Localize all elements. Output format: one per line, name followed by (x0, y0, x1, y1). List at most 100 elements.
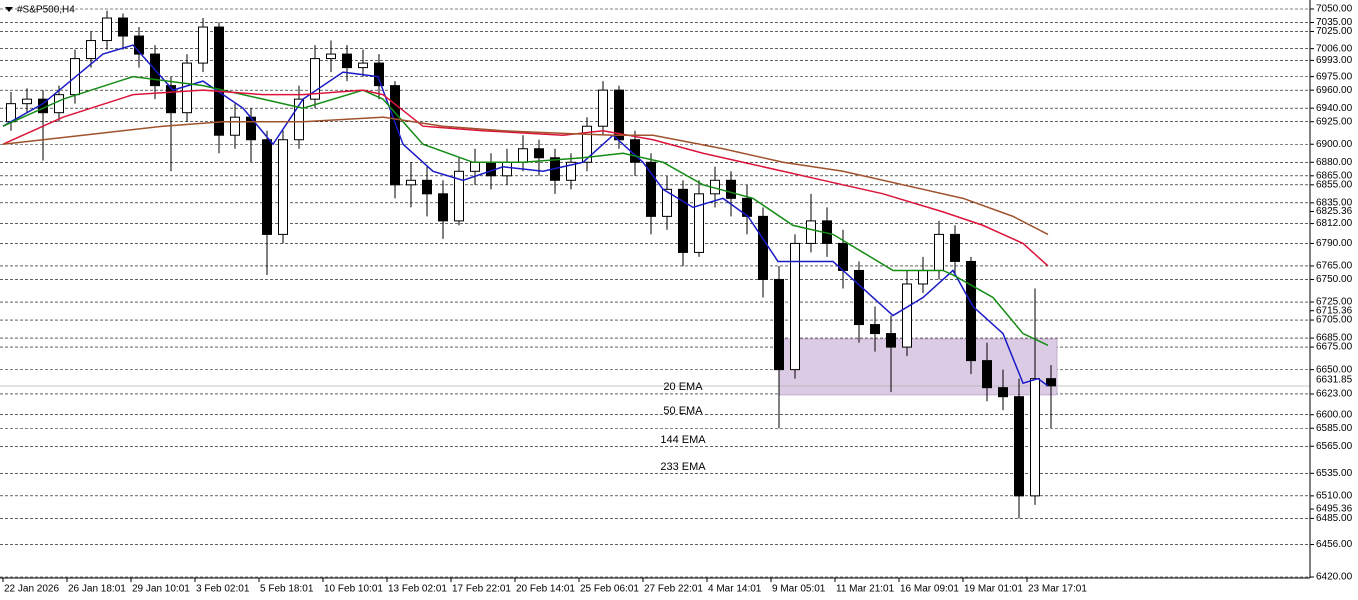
candle-body (678, 188, 688, 253)
y-tick-label: 6855.00 (1316, 179, 1353, 190)
candle-body (790, 242, 800, 371)
x-tick-label: 19 Mar 01:01 (964, 584, 1023, 595)
y-tick-label: 6565.00 (1316, 441, 1353, 452)
x-tick-label: 23 Mar 17:01 (1028, 584, 1087, 595)
y-tick-label: 6495.36 (1316, 504, 1353, 515)
x-tick-label: 17 Feb 22:01 (452, 584, 511, 595)
candle-body (502, 161, 512, 177)
candle-body (22, 98, 32, 105)
x-tick-label: 4 Mar 14:01 (708, 584, 762, 595)
ema-labels: 20 EMA 50 EMA 144 EMA 233 EMA (660, 381, 706, 473)
legend-label: 50 EMA (663, 405, 703, 417)
legend-label: 233 EMA (660, 461, 706, 473)
legend-label: 20 EMA (663, 381, 703, 393)
price-zone (778, 338, 1058, 396)
y-tick-label: 6865.00 (1316, 170, 1353, 181)
y-tick-label: 6623.00 (1316, 389, 1353, 400)
candle-body (278, 139, 288, 235)
candle-body (470, 161, 480, 172)
ema-line (2, 116, 1049, 236)
candle-body (726, 179, 736, 199)
candle-body (1030, 378, 1040, 497)
y-tick-label: 6510.00 (1316, 490, 1353, 501)
candle-body (998, 387, 1008, 398)
candle-body (198, 26, 208, 64)
y-tick-label: 6420.00 (1316, 572, 1353, 583)
candle-body (230, 116, 240, 136)
x-tick-label: 3 Feb 02:01 (196, 584, 250, 595)
candle-body (886, 333, 896, 348)
y-tick-label: 6675.00 (1316, 342, 1353, 353)
candle-body (902, 283, 912, 348)
candle-body (1014, 396, 1024, 497)
y-tick-label: 6750.00 (1316, 274, 1353, 285)
y-tick-label: 6650.00 (1316, 364, 1353, 375)
candle-body (102, 17, 112, 42)
x-tick-label: 5 Feb 18:01 (260, 584, 314, 595)
candle-body (406, 179, 416, 186)
candle-body (758, 215, 768, 280)
menu-arrow[interactable] (5, 7, 13, 12)
ema-line (2, 75, 1049, 346)
candle-body (854, 269, 864, 326)
candle-body (518, 148, 528, 163)
y-tick-label: 6835.00 (1316, 197, 1353, 208)
y-tick-label: 6765.00 (1316, 261, 1353, 272)
y-tick-label: 6880.00 (1316, 157, 1353, 168)
candle-body (582, 125, 592, 163)
candle-body (838, 242, 848, 271)
candle-body (694, 193, 704, 253)
y-tick-label: 6456.00 (1316, 539, 1353, 550)
candle-body (390, 85, 400, 186)
x-tick-label: 9 Mar 05:01 (772, 584, 826, 595)
x-tick-label: 25 Feb 06:01 (580, 584, 639, 595)
candle-body (294, 98, 304, 141)
candle-body (326, 53, 336, 60)
y-tick-label: 6725.00 (1316, 297, 1353, 308)
x-tick-label: 27 Feb 22:01 (644, 584, 703, 595)
candle-body (134, 35, 144, 55)
candle-body (262, 139, 272, 235)
candle-body (646, 161, 656, 217)
candle-body (86, 40, 96, 60)
candle-body (342, 53, 352, 69)
candle-body (806, 220, 816, 244)
y-tick-label: 6585.00 (1316, 423, 1353, 434)
candle-body (374, 62, 384, 87)
candle-body (1046, 378, 1056, 387)
x-tick-label: 16 Mar 09:01 (900, 584, 959, 595)
x-tick-label: 20 Feb 14:01 (516, 584, 575, 595)
y-tick-label: 6715.36 (1316, 305, 1353, 316)
x-tick-label: 26 Jan 18:01 (68, 584, 126, 595)
candle-body (870, 324, 880, 335)
y-tick-label: 7050.00 (1316, 4, 1353, 15)
ema-line (2, 89, 1049, 267)
candle-body (454, 170, 464, 222)
candle-body (966, 260, 976, 362)
candle-body (534, 148, 544, 159)
candle-body (6, 103, 16, 123)
y-tick-label: 7035.00 (1316, 17, 1353, 28)
y-tick-label: 6685.00 (1316, 333, 1353, 344)
y-tick-label: 6535.00 (1316, 468, 1353, 479)
y-tick-label: 7025.00 (1316, 26, 1353, 37)
candle-body (662, 188, 672, 217)
y-tick-label: 6900.00 (1316, 139, 1353, 150)
y-tick-label: 6790.00 (1316, 238, 1353, 249)
y-tick-label: 6993.00 (1316, 55, 1353, 66)
x-tick-label: 13 Feb 02:01 (388, 584, 447, 595)
candle-body (422, 179, 432, 195)
y-tick-label: 6975.00 (1316, 71, 1353, 82)
y-tick-label: 6825.36 (1316, 206, 1353, 217)
legend-label: 144 EMA (660, 434, 706, 446)
y-tick-label: 6812.00 (1316, 218, 1353, 229)
x-tick-label: 11 Mar 21:01 (836, 584, 895, 595)
candle-body (310, 58, 320, 100)
candle-body (918, 269, 928, 285)
last-price-label: 6631.85 (1316, 375, 1353, 386)
candle-body (934, 233, 944, 271)
candle-body (182, 62, 192, 114)
